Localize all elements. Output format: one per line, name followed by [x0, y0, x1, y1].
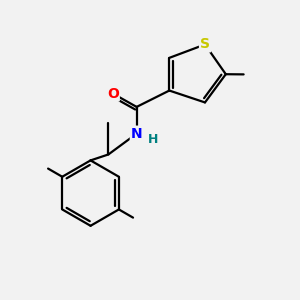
Text: O: O	[107, 86, 119, 100]
Text: N: N	[131, 127, 142, 141]
Text: H: H	[148, 133, 158, 146]
Text: S: S	[200, 38, 210, 52]
